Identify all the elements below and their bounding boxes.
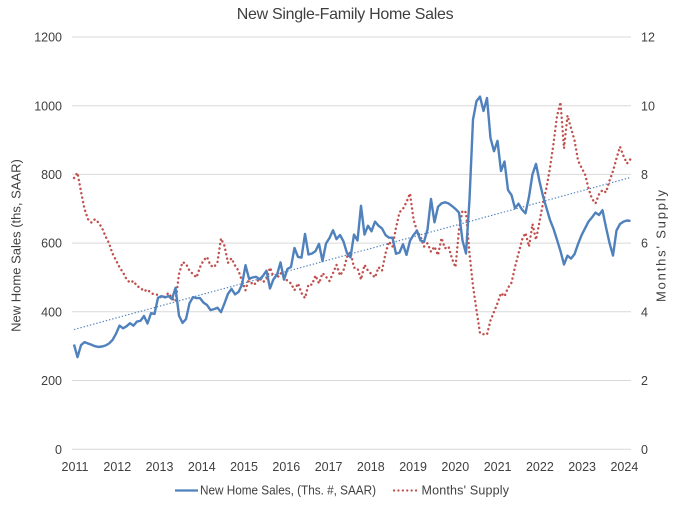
- svg-text:2: 2: [641, 374, 648, 388]
- svg-text:4: 4: [641, 305, 648, 319]
- svg-text:2013: 2013: [146, 460, 174, 474]
- svg-text:600: 600: [41, 237, 62, 251]
- svg-text:2015: 2015: [230, 460, 258, 474]
- svg-text:2022: 2022: [526, 460, 554, 474]
- svg-text:New Home Sales (ths, SAAR): New Home Sales (ths, SAAR): [9, 159, 24, 332]
- svg-text:800: 800: [41, 168, 62, 182]
- svg-text:2018: 2018: [357, 460, 385, 474]
- svg-text:2023: 2023: [568, 460, 596, 474]
- svg-text:400: 400: [41, 305, 62, 319]
- svg-text:200: 200: [41, 374, 62, 388]
- svg-text:0: 0: [641, 443, 648, 457]
- svg-text:2016: 2016: [272, 460, 300, 474]
- svg-text:2024: 2024: [610, 460, 638, 474]
- svg-text:2019: 2019: [399, 460, 427, 474]
- svg-text:2014: 2014: [188, 460, 216, 474]
- svg-text:2020: 2020: [441, 460, 469, 474]
- svg-text:0: 0: [55, 443, 62, 457]
- svg-text:6: 6: [641, 237, 648, 251]
- svg-text:8: 8: [641, 168, 648, 182]
- svg-text:10: 10: [641, 99, 655, 113]
- svg-text:1200: 1200: [34, 31, 62, 45]
- svg-text:New Single-Family Home Sales: New Single-Family Home Sales: [237, 6, 454, 23]
- svg-text:2011: 2011: [62, 460, 89, 474]
- svg-text:2021: 2021: [484, 460, 512, 474]
- svg-text:1000: 1000: [34, 99, 62, 113]
- svg-text:New Home Sales, (Ths. #, SAAR): New Home Sales, (Ths. #, SAAR): [200, 484, 376, 498]
- svg-text:12: 12: [641, 31, 655, 45]
- svg-text:2012: 2012: [103, 460, 131, 474]
- svg-text:Months' Supply: Months' Supply: [422, 484, 510, 498]
- svg-text:2017: 2017: [315, 460, 343, 474]
